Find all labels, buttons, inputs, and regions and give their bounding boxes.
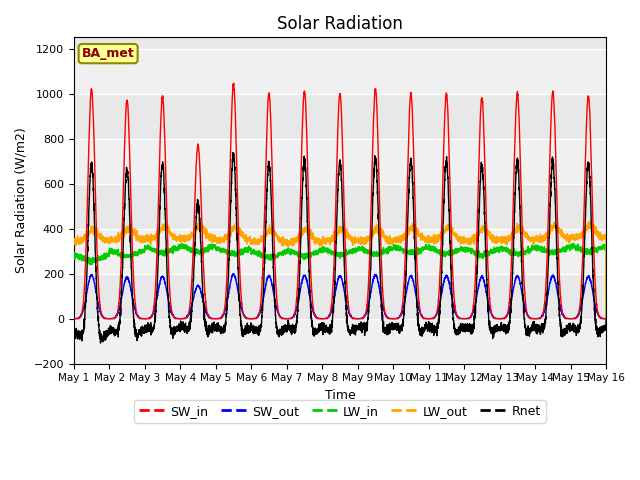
Line: LW_out: LW_out [74,222,606,319]
Rnet [490,329,497,335]
LW_in [459,249,467,254]
Bar [74,139,606,184]
SW_out [70,316,77,322]
SW_in [320,316,328,322]
Bar [74,228,606,274]
SW_in [602,316,610,322]
LW_out [166,228,173,234]
SW_out [602,316,609,322]
Rnet [460,326,467,332]
Rnet [97,340,104,346]
Legend: SW_in, SW_out, LW_in, LW_out, Rnet: SW_in, SW_out, LW_in, LW_out, Rnet [134,400,545,423]
Y-axis label: Solar Radiation (W/m2): Solar Radiation (W/m2) [15,128,28,274]
SW_out [229,271,237,276]
Bar [74,319,606,364]
LW_in [70,251,77,257]
SW_in [490,314,497,320]
SW_in [230,80,237,86]
LW_out [602,235,609,240]
SW_in [460,316,467,322]
LW_out [490,235,497,241]
LW_out [320,239,328,244]
X-axis label: Time: Time [324,389,355,402]
Line: Rnet: Rnet [74,153,606,343]
Line: SW_out: SW_out [74,274,606,319]
LW_out [602,316,610,322]
SW_out [166,302,173,308]
Rnet [602,324,609,330]
SW_in [70,316,77,322]
LW_in [429,247,437,252]
Rnet [320,321,328,327]
Title: Solar Radiation: Solar Radiation [277,15,403,33]
Rnet [602,316,610,322]
Rnet [430,333,438,338]
LW_in [570,240,577,246]
SW_out [320,316,328,322]
LW_in [602,241,609,247]
SW_in [166,282,173,288]
LW_in [166,247,173,253]
SW_in [430,316,438,322]
LW_in [490,248,497,254]
SW_out [490,314,497,320]
Text: BA_met: BA_met [82,47,134,60]
Rnet [70,328,77,334]
LW_in [320,245,328,251]
Line: LW_in: LW_in [74,243,606,319]
LW_out [459,236,467,241]
SW_in [602,316,609,322]
SW_out [602,316,610,322]
SW_out [430,315,438,321]
Bar [74,48,606,94]
LW_out [429,238,437,244]
LW_out [586,219,594,225]
Rnet [229,150,237,156]
Line: SW_in: SW_in [74,83,606,319]
Rnet [166,314,173,320]
LW_in [602,316,610,322]
SW_out [460,316,467,322]
LW_out [70,239,77,245]
